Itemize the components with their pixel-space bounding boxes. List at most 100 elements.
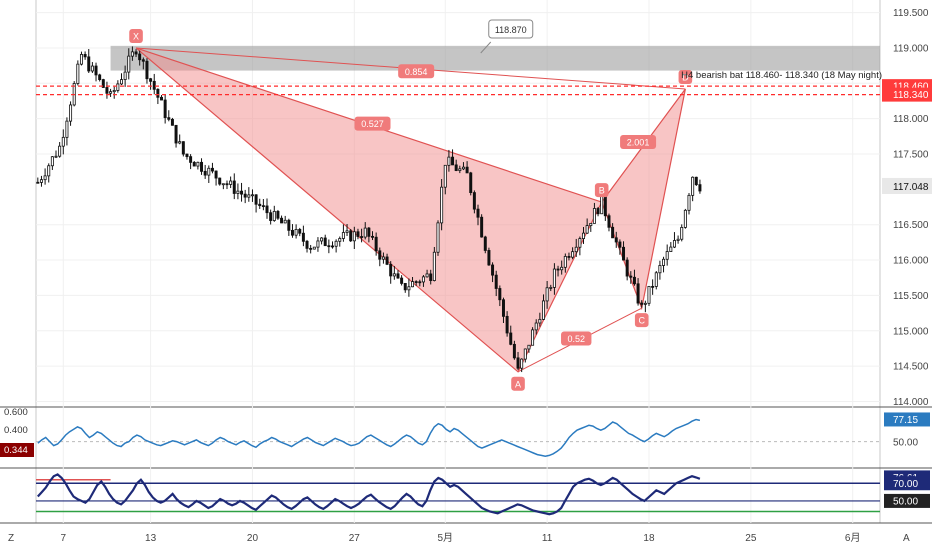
point-c-bg[interactable]	[634, 313, 649, 328]
candle-body	[676, 238, 680, 241]
point-a[interactable]: A	[515, 379, 521, 389]
triangle-bcd[interactable]	[601, 88, 686, 311]
candle-body	[560, 266, 564, 271]
price-tick[interactable]: 115.500	[893, 291, 929, 302]
candle-body	[221, 183, 225, 186]
price-tick[interactable]: 116.500	[893, 220, 929, 231]
candle-body	[432, 251, 436, 281]
price-tick[interactable]: 117.500	[893, 150, 929, 161]
candle-body	[505, 315, 509, 334]
point-d[interactable]: D	[682, 72, 689, 82]
pattern-labels[interactable]: X A B C D 0.527 0.854 2.001 0.52	[129, 28, 693, 391]
ratio-label-bg[interactable]	[620, 134, 657, 149]
zone-label[interactable]: 118.870	[495, 25, 527, 35]
candle-body	[687, 194, 691, 211]
candle-body	[69, 104, 73, 122]
candle-body	[301, 232, 305, 242]
time-axis[interactable]: 7 13 20 27 5月 11 18 25 6月	[61, 532, 861, 544]
price-tick[interactable]: 118.000	[893, 114, 929, 125]
candle-body	[371, 235, 374, 238]
price-axis[interactable]: 119.500 119.000 118.000 117.500 116.500 116.0…	[882, 8, 932, 408]
candle-body	[290, 229, 294, 236]
price-tick[interactable]: 119.500	[893, 8, 929, 19]
level-tag-bg[interactable]	[882, 87, 932, 102]
candle-body	[596, 208, 600, 215]
level-tag[interactable]: 118.340	[893, 90, 929, 101]
candle-body	[447, 156, 451, 166]
candle-body	[545, 287, 549, 302]
candle-body	[418, 281, 422, 284]
time-tick[interactable]: 20	[247, 533, 259, 544]
ratio-label-bg[interactable]	[354, 116, 391, 131]
candle-body	[680, 227, 684, 240]
last-price-bg[interactable]	[882, 177, 932, 194]
point-b[interactable]: B	[599, 186, 605, 196]
candle-body	[582, 232, 585, 239]
candle-body	[585, 225, 589, 234]
ratio-label[interactable]: 2.001	[627, 137, 650, 147]
candle-body	[480, 216, 484, 238]
candle-body	[309, 247, 313, 250]
candle-body	[61, 136, 65, 147]
time-tick[interactable]: 25	[745, 533, 757, 544]
candle-body	[58, 145, 62, 157]
dashed-levels[interactable]	[36, 85, 880, 96]
corner-left-label[interactable]: Z	[8, 533, 14, 544]
price-tick[interactable]: 115.000	[893, 326, 929, 337]
resistance-zone[interactable]: 118.870	[110, 19, 881, 71]
ratio-label[interactable]: 0.854	[405, 67, 428, 77]
ratio-label-bg[interactable]	[561, 331, 592, 346]
price-tick[interactable]: 116.000	[893, 256, 929, 267]
time-tick[interactable]: 6月	[845, 532, 861, 544]
candle-body	[411, 281, 415, 288]
candle-body	[174, 124, 178, 144]
candle-body	[691, 176, 695, 196]
price-tick[interactable]: 114.000	[893, 397, 929, 408]
zone-label-box[interactable]	[488, 19, 534, 39]
price-tick[interactable]: 119.000	[893, 43, 929, 54]
level-tag[interactable]: 118.460	[893, 82, 929, 93]
candle-body	[658, 265, 662, 274]
candle-body	[665, 251, 669, 260]
candle-body	[203, 170, 207, 176]
point-x[interactable]: X	[133, 31, 139, 41]
time-tick[interactable]: 11	[542, 533, 553, 544]
candle-body	[65, 120, 69, 138]
time-tick[interactable]: 18	[643, 533, 655, 544]
candle-body	[316, 240, 320, 248]
candle-body	[654, 272, 658, 287]
triangle-xab[interactable]	[135, 47, 603, 373]
ratio-label[interactable]: 0.527	[361, 119, 384, 129]
corner-right-label[interactable]: A	[903, 533, 910, 544]
candle-body	[611, 226, 615, 239]
candle-body	[636, 283, 640, 304]
candle-body	[571, 251, 575, 258]
zone-rect[interactable]	[110, 45, 881, 71]
candle-body	[472, 192, 476, 210]
point-d-bg[interactable]	[678, 69, 693, 84]
candle-body	[105, 87, 109, 94]
candle-body	[632, 276, 636, 285]
rsi-left-tag-bg	[0, 443, 34, 457]
candle-body	[440, 186, 444, 224]
point-b-bg[interactable]	[594, 183, 609, 198]
candle-body	[421, 276, 425, 283]
last-price-label[interactable]: 117.048	[893, 182, 929, 193]
price-tick[interactable]: 114.500	[893, 362, 929, 373]
point-a-bg[interactable]	[511, 376, 525, 391]
time-tick[interactable]: 5月	[437, 532, 453, 544]
candle-body	[356, 231, 360, 237]
candle-body	[407, 286, 411, 291]
point-x-bg[interactable]	[129, 28, 143, 43]
ratio-label[interactable]: 0.52	[567, 334, 585, 344]
time-tick[interactable]: 13	[145, 533, 157, 544]
candle-body	[181, 141, 185, 155]
point-c[interactable]: C	[638, 316, 645, 326]
time-tick[interactable]: 7	[61, 533, 67, 544]
candle-body	[196, 161, 200, 167]
time-tick[interactable]: 27	[349, 533, 361, 544]
candle-body	[392, 273, 396, 277]
ratio-label-bg[interactable]	[398, 64, 435, 79]
candle-body	[349, 230, 353, 242]
